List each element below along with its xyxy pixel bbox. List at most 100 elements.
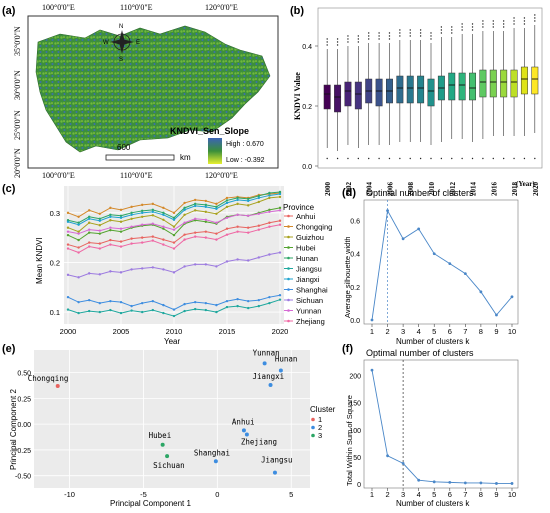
c-point-sichuan [151, 266, 154, 269]
c-legend-yunnan: Yunnan [296, 307, 321, 316]
e-point-sichuan [165, 454, 170, 459]
box-outlier [492, 157, 494, 160]
c-point-chongqing [66, 211, 70, 215]
d-xlabel: Number of clusters k [396, 337, 470, 346]
c-point-shanghai [215, 303, 218, 307]
box-outlier [513, 20, 515, 22]
box-outlier [326, 157, 328, 160]
box-outlier [471, 157, 474, 160]
c-point-jiangxi [215, 207, 218, 211]
c-point-hunan [98, 217, 102, 220]
f-ytick-50: 50 [353, 455, 361, 462]
e-label-hubei: Hubei [149, 431, 172, 440]
c-point-shanghai [151, 299, 154, 303]
d-ytick-0.4: 0.4 [350, 252, 360, 259]
box-outlier [523, 23, 526, 25]
e-xtick-5: 5 [289, 490, 293, 499]
box-outlier [492, 23, 494, 25]
c-point-jiangxi [225, 201, 229, 205]
c-point-sichuan [278, 251, 282, 254]
d-point [479, 290, 483, 294]
e-ytick-0.25: 0.25 [17, 396, 31, 403]
c-point-shanghai [278, 294, 282, 297]
c-point-hunan [225, 199, 229, 202]
box-outlier [388, 35, 391, 37]
f-xtick-6: 6 [448, 490, 452, 499]
d-ytick-0.6: 0.6 [350, 219, 360, 226]
c-point-zhejiang [225, 233, 229, 236]
c-legend-dot [287, 309, 290, 312]
e-label-hunan: Hunan [275, 355, 298, 364]
c-point-shanghai [172, 308, 176, 311]
f-ytick-100: 100 [349, 428, 361, 435]
c-legend-sichuan: Sichuan [296, 296, 323, 305]
b-xtick-2020: 2020 [532, 182, 540, 197]
c-point-yunnan [236, 213, 239, 216]
c-point-yunnan [183, 221, 186, 224]
c-point-hubei [268, 208, 271, 212]
c-point-hubei [204, 220, 207, 223]
e-label-anhui: Anhui [232, 417, 255, 426]
c-point-zhejiang [215, 238, 218, 241]
c-point-jiangxi [77, 223, 80, 226]
d-point [448, 262, 452, 266]
b-ytick-label: 0.4 [302, 44, 312, 51]
box-outlier [523, 17, 526, 19]
f-point [432, 480, 436, 484]
c-point-hunan [130, 211, 133, 215]
box-outlier [347, 41, 349, 43]
panel-b-letter: (b) [290, 5, 304, 17]
c-point-anhui [236, 225, 239, 228]
d-xtick-7: 7 [463, 327, 467, 336]
e-grid [34, 350, 310, 488]
box-outlier [461, 26, 463, 28]
c-point-chongqing [225, 196, 229, 200]
c-point-guizhou [98, 224, 102, 227]
c-point-guizhou [172, 225, 176, 228]
c-point-guizhou [215, 212, 218, 216]
c-point-yunnan [77, 232, 80, 235]
box-outlier [419, 35, 422, 37]
c-point-jiangxi [109, 215, 112, 218]
c-point-zhejiang [268, 225, 271, 228]
c-xlabel: Year [164, 337, 181, 346]
box-outlier [492, 26, 494, 28]
map-legend-title: KNDVI_Sen_Slope [170, 126, 249, 136]
c-point-jiangsu [183, 309, 186, 313]
c-legend-dot [287, 246, 290, 249]
e-xtick--10: -10 [64, 490, 75, 499]
c-point-yunnan [257, 212, 260, 216]
lon-label-1: 100°0'0"E [42, 3, 75, 12]
f-xtick-10: 10 [508, 490, 516, 499]
c-point-hunan [172, 216, 176, 219]
lat-label-2: 30°0'0"N [13, 70, 22, 100]
d-line [371, 209, 513, 321]
e-legend-dot [311, 417, 315, 422]
d-xtick-3: 3 [401, 327, 405, 336]
box-outlier [523, 20, 526, 22]
f-ytick-0: 0 [357, 482, 361, 489]
c-xtick-2010: 2010 [166, 327, 183, 336]
box-outlier [326, 44, 328, 46]
e-legend-dot [311, 433, 315, 438]
box-outlier [440, 26, 443, 28]
box-2012 [448, 72, 456, 101]
box-2018 [510, 69, 518, 98]
box-outlier [430, 32, 432, 34]
d-point [432, 252, 436, 256]
map-legend-low: Low : -0.392 [226, 157, 265, 164]
c-point-sichuan [215, 265, 218, 268]
compass-s: S [119, 57, 123, 63]
c-point-guizhou [257, 200, 260, 204]
c-point-guizhou [130, 217, 133, 220]
c-legend-dot [287, 277, 290, 281]
box-outlier [336, 38, 339, 40]
c-point-hunan [236, 196, 239, 200]
box-outlier [461, 157, 463, 160]
c-legend-zhejiang: Zhejiang [296, 317, 325, 326]
f-xtick-7: 7 [463, 490, 467, 499]
c-point-zhejiang [183, 238, 186, 241]
f-point [386, 454, 389, 458]
box-2019 [520, 66, 528, 95]
